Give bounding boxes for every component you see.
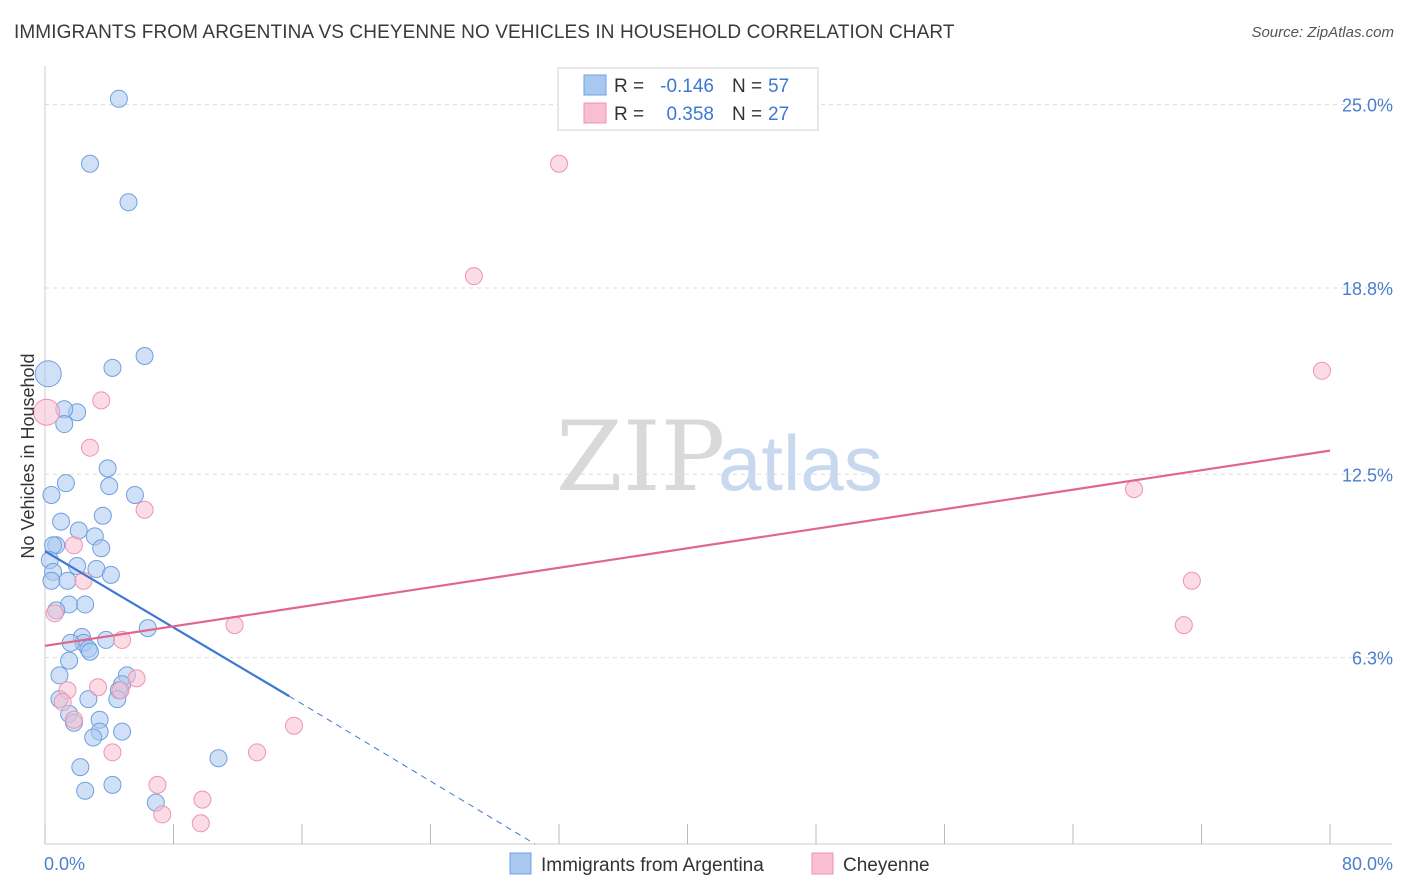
trend-line-cheyenne (44, 449, 1331, 647)
data-point (103, 775, 122, 794)
trend-line-argentina-extrapolated (288, 695, 536, 845)
y-tick-labels: 6.3% 12.5% 18.8% 25.0% (1342, 96, 1393, 669)
legend-r-label-argentina: R = (614, 76, 644, 97)
chart-title: IMMIGRANTS FROM ARGENTINA VS CHEYENNE NO… (14, 22, 955, 43)
data-point (60, 651, 79, 670)
data-point (111, 681, 130, 700)
data-point (135, 347, 154, 366)
data-point (248, 743, 267, 762)
watermark-atlas: atlas (718, 419, 883, 507)
trend-lines (44, 449, 1331, 845)
data-point (80, 642, 99, 661)
legend-r-label-cheyenne: R = (614, 104, 644, 125)
data-point (71, 758, 90, 777)
data-point (42, 571, 61, 590)
data-point (80, 154, 99, 173)
data-point (103, 358, 122, 377)
data-point (80, 438, 99, 457)
data-point (92, 539, 111, 558)
data-point (93, 506, 112, 525)
series-cheyenne (33, 154, 1331, 833)
legend-r-value-argentina: -0.146 (660, 76, 714, 97)
data-point (92, 391, 111, 410)
legend-swatch-argentina (583, 74, 607, 96)
data-point (135, 500, 154, 519)
data-point (464, 267, 483, 286)
data-point (34, 360, 62, 388)
data-point (97, 630, 116, 649)
data-point (52, 512, 71, 531)
data-point (225, 616, 244, 635)
data-point (209, 749, 228, 768)
data-point (284, 716, 303, 735)
data-point (53, 693, 72, 712)
bottom-legend-swatch-argentina (509, 852, 532, 875)
data-point (76, 781, 95, 800)
data-point (153, 805, 172, 824)
data-point (89, 678, 108, 697)
x-tick-label-1: 80.0% (1342, 854, 1393, 874)
data-point (125, 486, 144, 505)
data-point (1125, 480, 1144, 499)
data-point (56, 474, 75, 493)
data-point (84, 728, 103, 747)
trend-line-argentina (44, 550, 290, 698)
legend-swatch-cheyenne (583, 102, 607, 124)
legend-n-value-argentina: 57 (768, 76, 789, 97)
data-point (50, 666, 69, 685)
data-point (33, 398, 61, 426)
legend-n-value-cheyenne: 27 (768, 104, 789, 125)
bottom-legend: Immigrants from Argentina Cheyenne (509, 852, 930, 876)
axes (44, 66, 1392, 845)
watermark: ZIP atlas (556, 401, 883, 513)
data-point (55, 415, 74, 434)
y-tick-label-2: 18.8% (1342, 279, 1393, 299)
data-point (101, 565, 120, 584)
legend-n-label-cheyenne: N = (732, 104, 762, 125)
y-tick-label-0: 6.3% (1352, 649, 1393, 669)
data-point (1312, 361, 1331, 380)
bottom-legend-label-argentina: Immigrants from Argentina (541, 855, 764, 876)
data-point (64, 710, 83, 729)
data-point (550, 154, 568, 173)
data-point (98, 459, 117, 478)
y-axis-title: No Vehicles in Household (18, 353, 38, 558)
x-tick-labels: 0.0% 80.0% (44, 854, 1393, 874)
y-tick-label-3: 25.0% (1342, 96, 1393, 116)
data-point (42, 486, 61, 505)
data-point (79, 690, 98, 709)
data-point (138, 619, 157, 638)
data-point (193, 790, 212, 809)
data-point (191, 814, 210, 833)
data-point (103, 743, 122, 762)
data-point (1182, 571, 1201, 590)
x-tick-label-0: 0.0% (44, 854, 85, 874)
data-point (64, 536, 83, 555)
data-point (113, 722, 132, 741)
data-point (45, 604, 64, 623)
legend-n-label-argentina: N = (732, 76, 762, 97)
legend: R = -0.146 N = 57 R = 0.358 N = 27 (557, 67, 819, 131)
y-tick-label-1: 12.5% (1342, 465, 1393, 485)
data-point (100, 477, 119, 496)
watermark-zip: ZIP (556, 401, 725, 513)
data-point (148, 775, 167, 794)
data-point (58, 571, 77, 590)
bottom-legend-label-cheyenne: Cheyenne (843, 855, 930, 876)
data-point (1174, 616, 1193, 635)
data-point (119, 193, 138, 212)
legend-r-value-cheyenne: 0.358 (666, 104, 714, 125)
chart-source: Source: ZipAtlas.com (1251, 24, 1394, 41)
bottom-legend-swatch-cheyenne (811, 852, 834, 875)
data-point (109, 89, 128, 108)
data-point (76, 595, 95, 614)
data-point (127, 669, 146, 688)
